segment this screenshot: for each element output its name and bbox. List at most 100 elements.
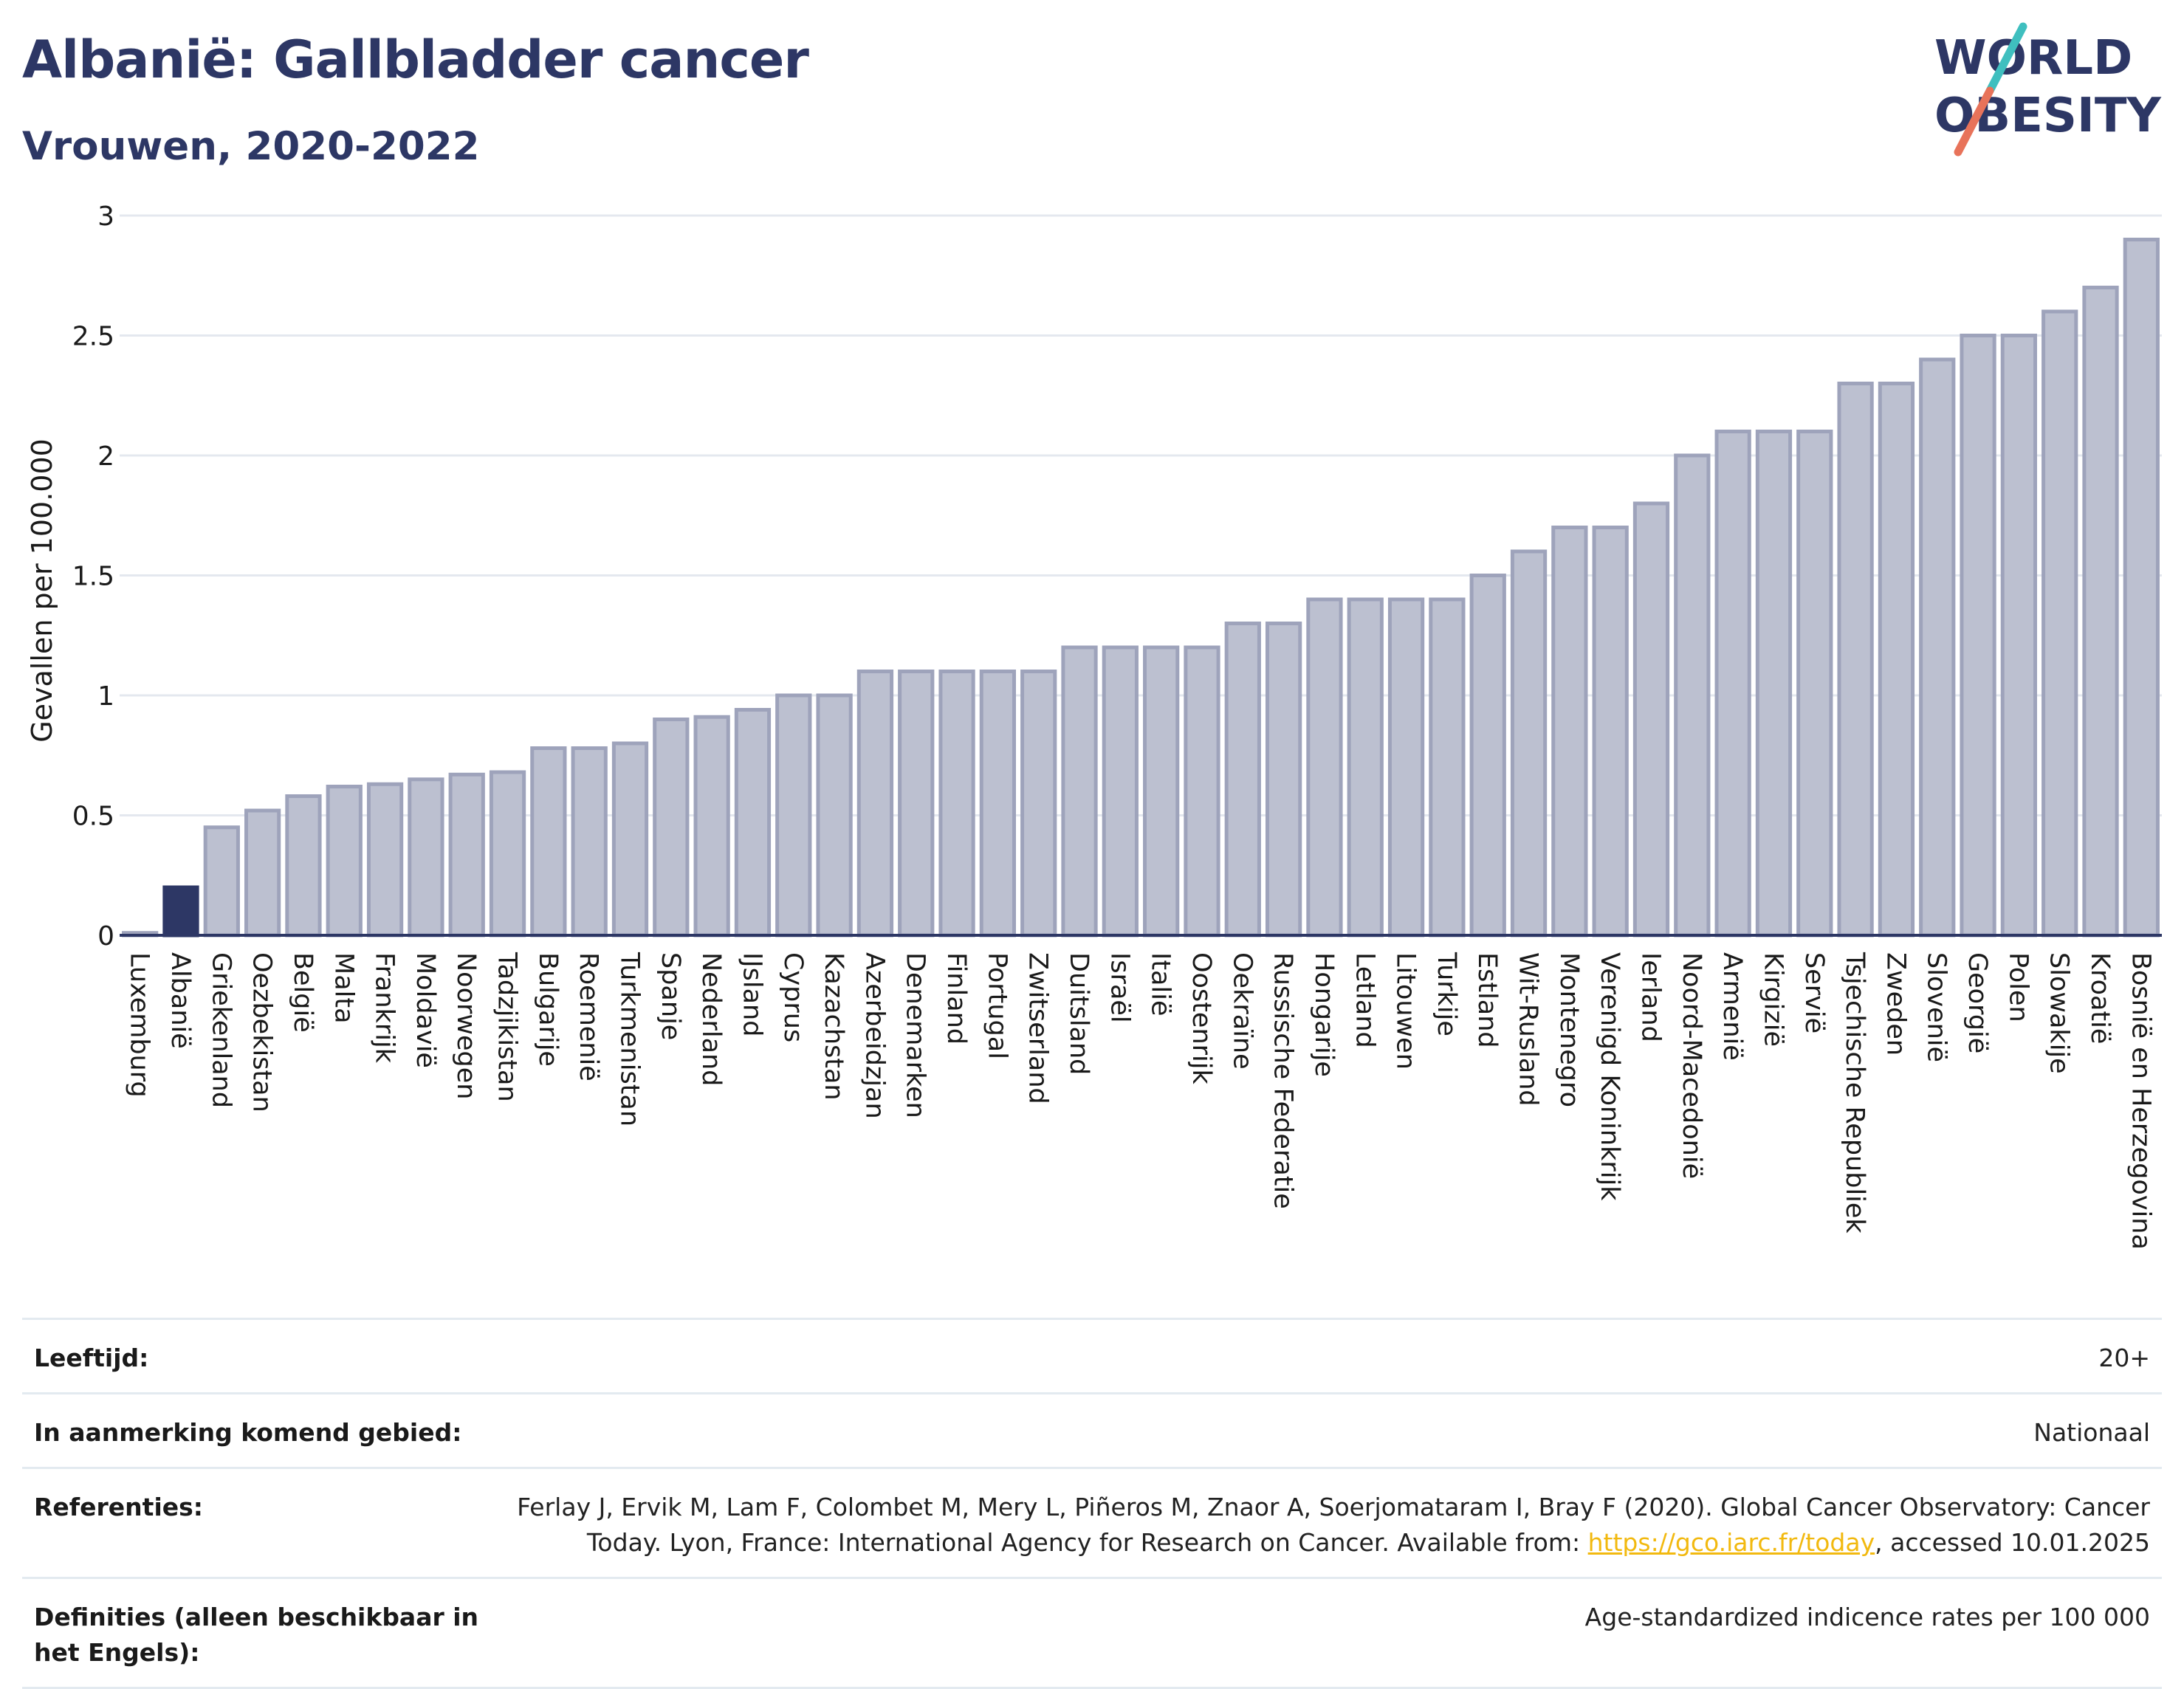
references-label: Referenties: [34,1493,203,1521]
references-link[interactable]: https://gco.iarc.fr/today [1587,1528,1875,1557]
definitions-value: Age-standardized indicence rates per 100… [1584,1603,2150,1631]
bar-25 [1143,645,1180,938]
bar-13 [653,718,690,938]
x-tick-label: Noorwegen [451,952,481,1100]
x-tick-label: Luxemburg [125,952,154,1098]
x-tick-label: Hongarije [1309,952,1339,1077]
x-tick-label: Oezbekistan [247,952,277,1112]
info-row-definitions: Definities (alleen beschikbaar in het En… [22,1577,2162,1689]
y-tick-label: 1 [97,681,114,712]
bar-9 [489,770,526,938]
bar-45 [1960,334,1996,938]
x-tick-label: Oekraïne [1227,952,1257,1070]
y-tick-label: 0.5 [72,802,114,832]
x-tick-label: IJsland [737,952,766,1036]
bar-32 [1429,597,1466,938]
x-tick-label: Turkije [1432,952,1461,1036]
bar-27 [1224,622,1261,938]
bar-1 [162,885,199,938]
x-tick-label: Bosnië en Herzegovina [2126,952,2155,1250]
bar-39 [1714,430,1751,938]
x-tick-label: Kroatië [2085,952,2115,1044]
x-tick-label: Wit-Rusland [1514,952,1543,1107]
age-value: 20+ [2098,1344,2150,1372]
bar-26 [1184,645,1220,938]
bar-40 [1755,430,1793,938]
area-label: In aanmerking komend gebied: [34,1418,462,1447]
x-tick-label: Zwitserland [1023,952,1053,1104]
x-tick-label: Litouwen [1391,952,1421,1070]
logo-slash-coral [1954,86,1994,156]
bar-29 [1306,597,1343,938]
bar-37 [1632,501,1670,938]
x-tick-label: België [288,952,317,1033]
x-tick-label: Spanje [656,952,685,1040]
info-row-references: Referenties: Ferlay J, Ervik M, Lam F, C… [22,1467,2162,1577]
bar-33 [1469,574,1506,938]
x-tick-label: Noord-Macedonië [1677,952,1706,1179]
references-text-1: Ferlay J, Ervik M, Lam F, Colombet M, Me… [517,1493,2150,1557]
bar-35 [1551,526,1588,938]
bar-3 [244,808,281,938]
x-tick-label: Azerbeidzjan [859,952,889,1119]
bar-5 [326,785,363,938]
bar-8 [448,772,485,938]
bar-41 [1796,430,1833,938]
bar-15 [734,708,772,938]
x-tick-label: Oostenrijk [1187,952,1216,1084]
x-tick-label: Letland [1350,952,1379,1048]
x-tick-label: Kazachstan [819,952,848,1101]
x-tick-label: Denemarken [901,952,930,1118]
x-tick-label: Montenegro [1554,952,1584,1107]
bar-30 [1347,597,1384,938]
x-tick-label: Bulgarije [533,952,563,1067]
world-obesity-logo: WORLD OBESITY [1934,22,2161,156]
x-tick-label: Polen [2003,952,2033,1022]
x-tick-label: Duitsland [1064,952,1093,1075]
bar-19 [898,670,935,938]
x-tick-label: Roemenië [574,952,603,1081]
x-tick-label: Malta [329,952,358,1024]
bar-44 [1919,357,1956,938]
x-tick-label: Turkmenistan [615,952,645,1126]
bar-10 [530,746,567,938]
x-tick-label: Cyprus [778,952,808,1042]
bar-2 [203,825,240,938]
y-tick-label: 2 [97,441,114,472]
x-tick-label: Georgië [1962,952,1992,1053]
page-subtitle: Vrouwen, 2020-2022 [22,124,480,169]
x-tick-label: Griekenland [206,952,236,1108]
x-tick-label: Slowakije [2044,952,2074,1074]
x-tick-label: Portugal [982,952,1012,1059]
bar-48 [2082,286,2119,938]
bar-46 [2000,334,2038,938]
bar-24 [1102,645,1139,938]
y-tick-label: 1.5 [72,562,114,592]
bar-12 [611,741,649,938]
bar-chart: 0 0.5 1 1.5 2 2.5 3 Luxemburg Albanië Griekenlan… [26,202,2162,1250]
area-value: Nationaal [2033,1418,2150,1447]
bar-14 [693,715,730,938]
x-tick-label: Italië [1146,952,1175,1016]
bar-36 [1592,526,1629,938]
definitions-label: Definities (alleen beschikbaar in het En… [34,1603,479,1667]
y-axis-label: Gevallen per 100.000 [26,438,58,743]
bar-49 [2123,238,2160,938]
x-tick-label: Verenigd Koninkrijk [1595,952,1624,1201]
bar-7 [408,777,444,938]
x-tick-label: Slovenië [1922,952,1951,1062]
bar-42 [1837,382,1874,938]
logo-slash-teal [1985,22,2027,95]
x-tick-label: Albanië [165,952,195,1049]
x-tick-label: Tsjechische Republiek [1840,952,1869,1234]
bar-4 [285,794,322,938]
bar-43 [1878,382,1915,938]
bar-28 [1265,622,1302,938]
references-text-2: , accessed 10.01.2025 [1875,1528,2150,1557]
bar-23 [1061,645,1098,938]
x-tick-label: Frankrijk [370,952,399,1064]
bar-18 [856,670,894,938]
references-value: Ferlay J, Ervik M, Lam F, Colombet M, Me… [506,1490,2150,1561]
age-label: Leeftijd: [34,1344,149,1372]
x-tick-label: Zweden [1881,952,1910,1056]
